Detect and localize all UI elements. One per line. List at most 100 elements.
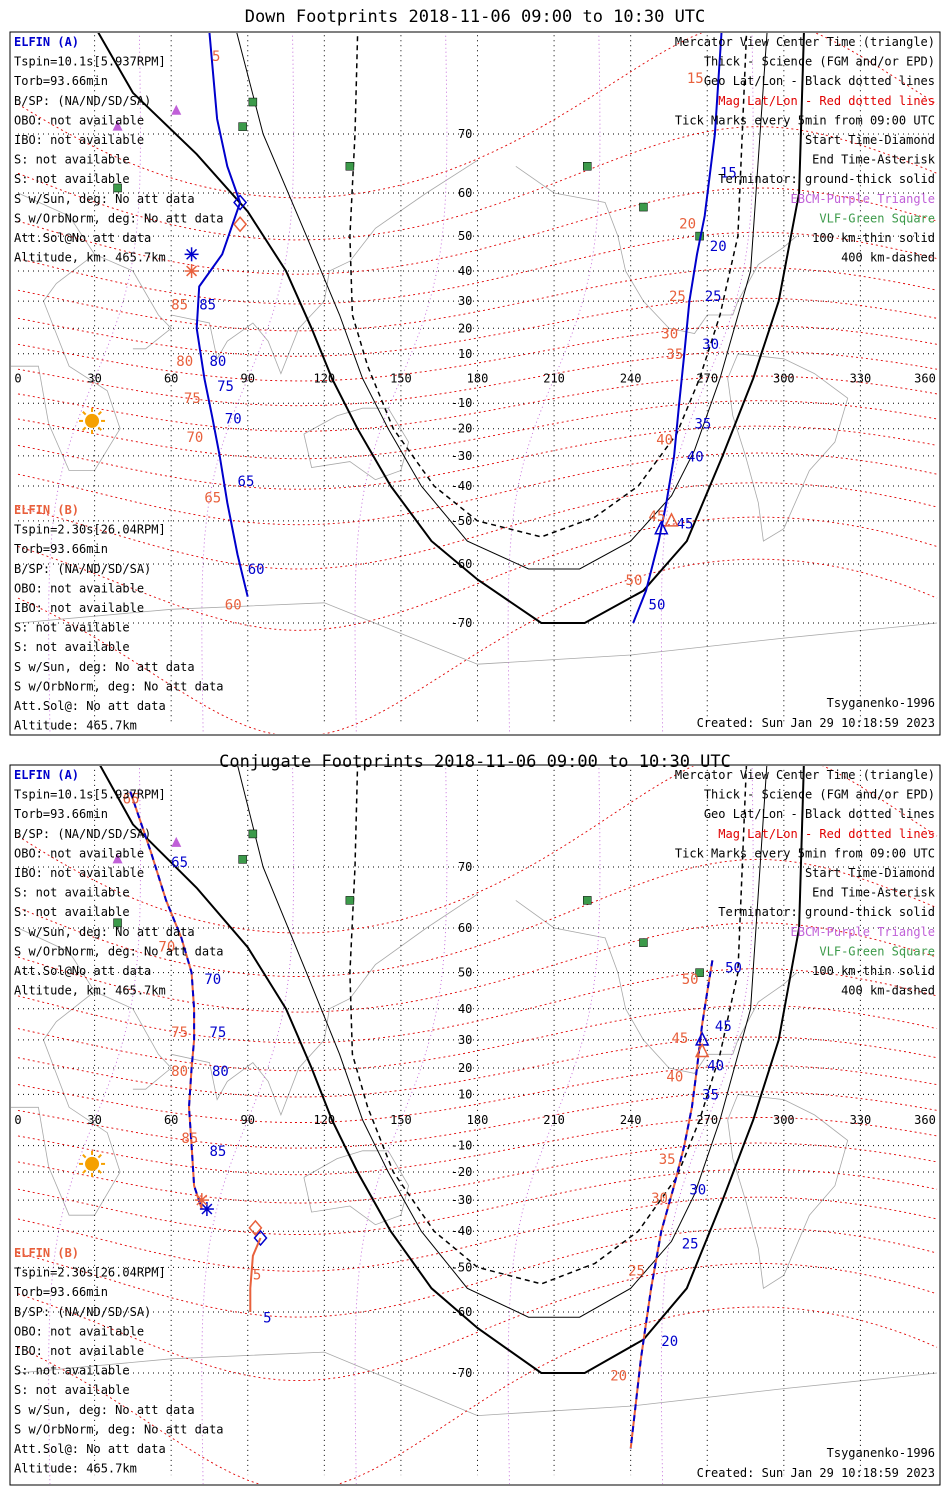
track-time-label: 30 xyxy=(702,337,719,353)
track-time-label: 65 xyxy=(123,791,140,807)
x-tick-label: 0 xyxy=(14,372,21,386)
legend-elfin-b: ELFIN (B) Tspin=2.30s[26.04RPM] Torb=93.66… xyxy=(14,503,224,733)
model-label: Tsyganenko-1996 xyxy=(827,696,935,710)
y-tick-label: -30 xyxy=(451,1193,473,1207)
x-tick-label: 300 xyxy=(773,372,795,386)
track-time-label: 45 xyxy=(677,517,694,533)
track-time-label: 35 xyxy=(659,1152,676,1168)
track-time-label: 60 xyxy=(225,597,242,613)
legend-key-line: EBCM-Purple Triangle xyxy=(791,925,936,939)
mag-parallel xyxy=(17,350,938,407)
legend-key-line: EBCM-Purple Triangle xyxy=(791,192,936,206)
legend-key-line: Terminator: ground-thick solid xyxy=(718,172,935,186)
legend-a-line: Torb=93.66min xyxy=(14,807,108,821)
legend-a-line: S w/Sun, deg: No att data xyxy=(14,192,195,206)
legend-a-line: B/SP: (NA/ND/SD/SA) xyxy=(14,827,151,841)
mag-parallel xyxy=(17,33,938,199)
x-tick-label: 150 xyxy=(390,372,412,386)
track-time-label: 20 xyxy=(661,1334,678,1350)
x-tick-label: 60 xyxy=(164,372,178,386)
sun-ray xyxy=(97,1154,102,1159)
terminator-ground xyxy=(99,766,805,1374)
vlf-site-marker xyxy=(248,97,258,107)
vlf-site-marker xyxy=(113,183,122,193)
track-time-label: 25 xyxy=(705,289,722,305)
y-tick-label: 40 xyxy=(458,264,472,278)
legend-b-line: S: not available xyxy=(14,621,130,635)
mag-parallel xyxy=(17,400,938,460)
track-time-label: 30 xyxy=(689,1182,706,1198)
coastline-2 xyxy=(171,893,478,1117)
end-asterisk xyxy=(186,248,198,260)
legend-b-line: B/SP: (NA/ND/SD/SA) xyxy=(14,1305,151,1319)
legend-a-line: OBO: not available xyxy=(14,846,144,860)
y-tick-label: -20 xyxy=(451,422,473,436)
mag-parallel xyxy=(17,1306,938,1484)
legend-key-line: Start Time-Diamond xyxy=(805,866,935,880)
mag-parallel xyxy=(17,297,938,357)
y-tick-label: 30 xyxy=(458,1033,472,1047)
terminator-100km xyxy=(236,33,768,570)
x-tick-label: 180 xyxy=(467,1113,489,1127)
y-tick-label: -40 xyxy=(451,1224,473,1238)
legend-b-line: Altitude: 465.7km xyxy=(14,1462,137,1476)
y-tick-label: -50 xyxy=(451,514,473,528)
y-tick-label: -50 xyxy=(451,1260,473,1274)
x-tick-label: 120 xyxy=(313,372,335,386)
y-tick-label: 70 xyxy=(458,127,472,141)
track-line xyxy=(195,33,249,597)
legend-elfin-b: ELFIN (B) Tspin=2.30s[26.04RPM] Torb=93.66… xyxy=(14,1246,224,1476)
y-tick-label: 60 xyxy=(458,921,472,935)
legend-key-line: Start Time-Diamond xyxy=(805,133,935,147)
footprint-panel-2: 65 70 75 80 85 5 65 70 75 80 85 5 50 45 40 35 30 25 20 50 45… xyxy=(9,752,941,1486)
legend-b-line: S w/OrbNorm, deg: No att data xyxy=(14,679,224,693)
track-time-label: 80 xyxy=(176,354,193,370)
footprint-panel-1: 85 80 75 70 65 60 5 85 80 75 70 65 60 15 20 25 30 35 40 45 5… xyxy=(9,7,941,736)
ebcm-site-marker xyxy=(171,836,182,847)
mag-parallel xyxy=(17,1091,938,1149)
legend-b-line: Att.Sol@: No att data xyxy=(14,1442,166,1456)
track-time-label: 40 xyxy=(666,1069,683,1085)
x-tick-label: 0 xyxy=(14,1113,21,1127)
coastline-2 xyxy=(171,159,478,375)
x-tick-label: 60 xyxy=(164,1113,178,1127)
track-time-label: 75 xyxy=(171,1025,188,1041)
vlf-site-marker xyxy=(345,896,355,905)
legend-b-line: S w/Sun, deg: No att data xyxy=(14,660,195,674)
x-tick-label: 210 xyxy=(543,1113,565,1127)
track-line-a xyxy=(129,791,203,1210)
track-line xyxy=(249,1237,262,1312)
coastline-3 xyxy=(303,1150,410,1226)
legend-elfin-a: ELFIN (A) Tspin=10.1s[5.937RPM] Torb=93.66… xyxy=(14,768,224,998)
mag-parallel xyxy=(17,267,938,332)
sun-ray xyxy=(97,426,102,431)
vlf-site-marker xyxy=(345,162,355,171)
ebcm-meridian xyxy=(354,766,448,1484)
sun-disk xyxy=(85,413,100,428)
legend-key-line: Mercator View Center Time (triangle) xyxy=(675,768,935,782)
legend-a-line: OBO: not available xyxy=(14,113,144,127)
mag-parallel xyxy=(17,1064,938,1123)
coastline-1 xyxy=(94,991,172,1090)
created-label: Created: Sun Jan 29 10:18:59 2023 xyxy=(697,716,935,730)
track-time-label: 5 xyxy=(263,1310,271,1326)
mag-parallel xyxy=(17,968,938,1044)
start-diamond xyxy=(233,194,248,211)
sun-icon xyxy=(79,407,106,434)
legend-a-line: B/SP: (NA/ND/SD/SA) xyxy=(14,94,151,108)
track-time-label: 85 xyxy=(181,1131,198,1147)
legend-a-line: S: not available xyxy=(14,153,130,167)
track-elfin-a-east: 50 45 40 35 30 25 20 xyxy=(629,960,742,1449)
mag-parallel xyxy=(17,425,938,490)
mag-parallel xyxy=(17,375,938,432)
legend-key-line: Geo Lat/Lon - Black dotted lines xyxy=(704,807,935,821)
coastline-6 xyxy=(17,602,938,665)
legend-a-line: Tspin=10.1s[5.937RPM] xyxy=(14,788,166,802)
track-time-label: 30 xyxy=(661,327,678,343)
sun-ray xyxy=(82,411,87,416)
coastline-4 xyxy=(515,165,797,334)
y-tick-label: -60 xyxy=(451,1305,473,1319)
x-tick-label: 330 xyxy=(850,1113,872,1127)
y-tick-label: -70 xyxy=(451,616,473,630)
ebcm-site-marker xyxy=(171,104,182,115)
